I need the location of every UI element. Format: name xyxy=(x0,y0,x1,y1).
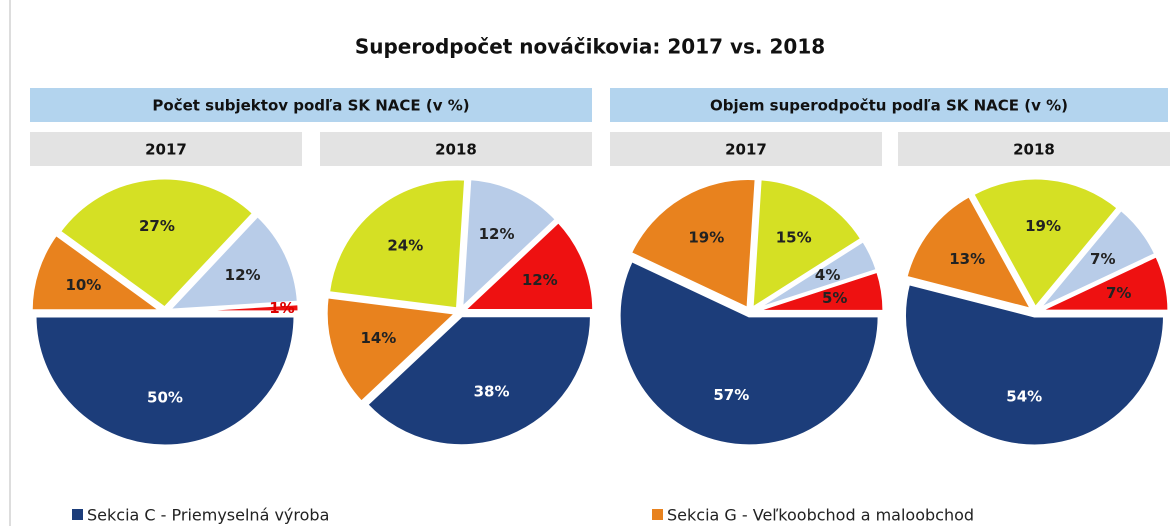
panel-header xyxy=(610,132,882,166)
pie-slice xyxy=(617,258,881,448)
pie-slice xyxy=(750,177,864,312)
pie-slice xyxy=(1037,207,1158,311)
data-label: 27% xyxy=(139,217,175,235)
data-label: 50% xyxy=(147,388,183,406)
panel-title: 2018 xyxy=(1013,141,1055,159)
data-label: 5% xyxy=(822,289,847,307)
panel-title: 2018 xyxy=(435,141,477,159)
panel-header xyxy=(30,132,302,166)
pie-slice xyxy=(326,177,468,311)
data-label: 19% xyxy=(688,229,724,247)
data-label: 24% xyxy=(387,236,423,254)
pie-slice xyxy=(57,176,256,311)
data-label: 54% xyxy=(1006,388,1042,406)
pie-slice xyxy=(324,295,460,405)
data-label: 12% xyxy=(479,225,515,243)
pie-slice xyxy=(970,176,1121,311)
legend-swatch xyxy=(72,509,83,520)
data-label: 57% xyxy=(713,386,749,404)
panel-title: 2017 xyxy=(145,141,187,159)
legend-label: Sekcia G - Veľkoobchod a maloobchod xyxy=(667,506,974,525)
group-header xyxy=(610,88,1168,122)
data-label: 7% xyxy=(1106,284,1131,302)
pie-slice xyxy=(1038,253,1170,313)
pie-slice xyxy=(753,269,886,313)
pie-slice xyxy=(29,232,166,313)
pie-slice xyxy=(168,302,301,314)
pie-slice xyxy=(628,177,758,311)
pie-slice xyxy=(164,213,300,313)
data-label: 15% xyxy=(776,229,812,247)
pie-slice xyxy=(364,314,593,448)
pie-slice xyxy=(459,219,596,313)
data-label: 14% xyxy=(360,329,396,347)
data-label: 1% xyxy=(269,299,294,317)
pie-slice xyxy=(459,177,559,313)
panel-header xyxy=(898,132,1170,166)
data-label: 12% xyxy=(225,266,261,284)
data-label: 38% xyxy=(474,382,510,400)
data-label: 13% xyxy=(949,250,985,268)
data-label: 4% xyxy=(815,266,840,284)
data-label: 19% xyxy=(1025,217,1061,235)
group-title: Objem superodpočtu podľa SK NACE (v %) xyxy=(710,97,1068,115)
legend-swatch xyxy=(652,509,663,520)
chart-title: Superodpočet nováčikovia: 2017 vs. 2018 xyxy=(355,35,825,59)
pie-slice xyxy=(33,314,297,448)
group-header xyxy=(30,88,592,122)
data-label: 12% xyxy=(522,271,558,289)
panel-title: 2017 xyxy=(725,141,767,159)
pie-slice xyxy=(904,193,1035,312)
data-label: 7% xyxy=(1090,250,1115,268)
data-label: 10% xyxy=(65,276,101,294)
legend-label: Sekcia C - Priemyselná výroba xyxy=(87,506,329,525)
panel-header xyxy=(320,132,592,166)
group-title: Počet subjektov podľa SK NACE (v %) xyxy=(152,97,469,115)
pie-slice xyxy=(903,281,1167,448)
